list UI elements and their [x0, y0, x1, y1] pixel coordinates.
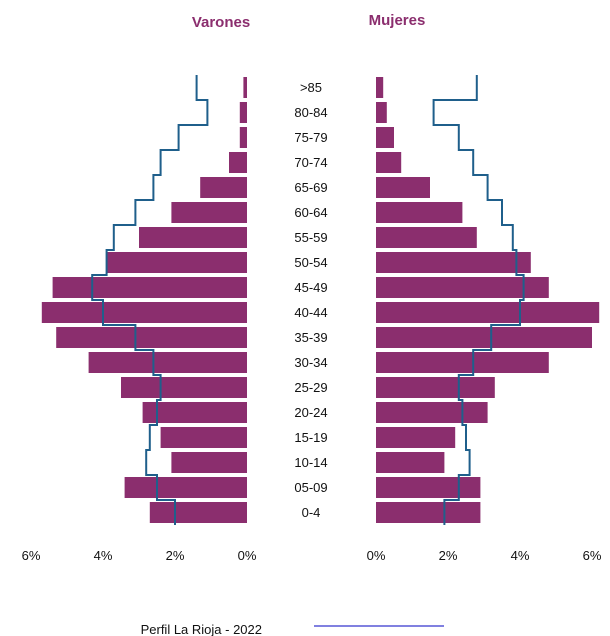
female-bar [376, 252, 531, 273]
x-tick-label-female: 2% [439, 548, 458, 563]
male-bar [41, 302, 247, 323]
female-bar [376, 327, 592, 348]
age-group-label: 70-74 [294, 155, 327, 170]
male-bar [56, 327, 248, 348]
male-bar [171, 202, 247, 223]
age-group-label: 60-64 [294, 205, 327, 220]
male-bars [41, 77, 248, 523]
x-tick-label-female: 0% [367, 548, 386, 563]
age-group-label: 05-09 [294, 480, 327, 495]
age-group-label: 25-29 [294, 380, 327, 395]
female-bar [376, 202, 463, 223]
age-group-label: 15-19 [294, 430, 327, 445]
header-male: Varones [192, 14, 250, 31]
age-group-label: 0-4 [302, 505, 321, 520]
age-group-label: 75-79 [294, 130, 327, 145]
male-bar [171, 452, 247, 473]
male-bar [200, 177, 247, 198]
male-bar [124, 477, 247, 498]
female-bar [376, 427, 456, 448]
age-group-label: 80-84 [294, 105, 327, 120]
age-group-label: 35-39 [294, 330, 327, 345]
male-bar [139, 227, 247, 248]
legend-label: Perfil La Rioja - 2022 [141, 622, 262, 636]
male-bar [229, 152, 247, 173]
female-bar [376, 402, 488, 423]
male-bar [243, 77, 247, 98]
age-labels: >85 80-84 75-79 70-74 65-69 60-64 55-59 50-54 45… [294, 80, 327, 520]
age-group-label: 50-54 [294, 255, 327, 270]
male-bar [142, 402, 247, 423]
female-bar [376, 277, 549, 298]
age-group-label: 30-34 [294, 355, 327, 370]
age-group-label: 45-49 [294, 280, 327, 295]
female-bar [376, 102, 387, 123]
female-bar [376, 452, 445, 473]
female-bar [376, 177, 430, 198]
x-tick-label-male: 0% [238, 548, 257, 563]
male-bar [239, 102, 247, 123]
female-bar [376, 77, 384, 98]
male-bar [149, 502, 247, 523]
male-bar [121, 377, 247, 398]
male-bar [52, 277, 247, 298]
female-bar [376, 477, 481, 498]
x-axis-ticks: 6% 4% 2% 0% 0% 2% 4% 6% [22, 548, 602, 563]
age-group-label: >85 [300, 80, 322, 95]
age-group-label: 65-69 [294, 180, 327, 195]
female-bar [376, 152, 402, 173]
female-profile-line [432, 75, 525, 525]
male-bar [88, 352, 247, 373]
female-bar [376, 377, 495, 398]
x-tick-label-male: 4% [94, 548, 113, 563]
female-bar [376, 127, 394, 148]
age-group-label: 40-44 [294, 305, 327, 320]
x-tick-label-female: 6% [583, 548, 602, 563]
male-profile-line [91, 75, 209, 525]
female-bar [376, 502, 481, 523]
age-group-label: 20-24 [294, 405, 327, 420]
male-bar [239, 127, 247, 148]
female-bars [376, 77, 600, 523]
x-tick-label-male: 2% [166, 548, 185, 563]
x-tick-label-male: 6% [22, 548, 41, 563]
male-bar [160, 427, 247, 448]
age-group-label: 55-59 [294, 230, 327, 245]
male-bar [106, 252, 247, 273]
age-group-label: 10-14 [294, 455, 327, 470]
female-bar [376, 302, 600, 323]
female-bar [376, 352, 549, 373]
x-tick-label-female: 4% [511, 548, 530, 563]
header-female: Mujeres [369, 12, 426, 29]
female-bar [376, 227, 477, 248]
